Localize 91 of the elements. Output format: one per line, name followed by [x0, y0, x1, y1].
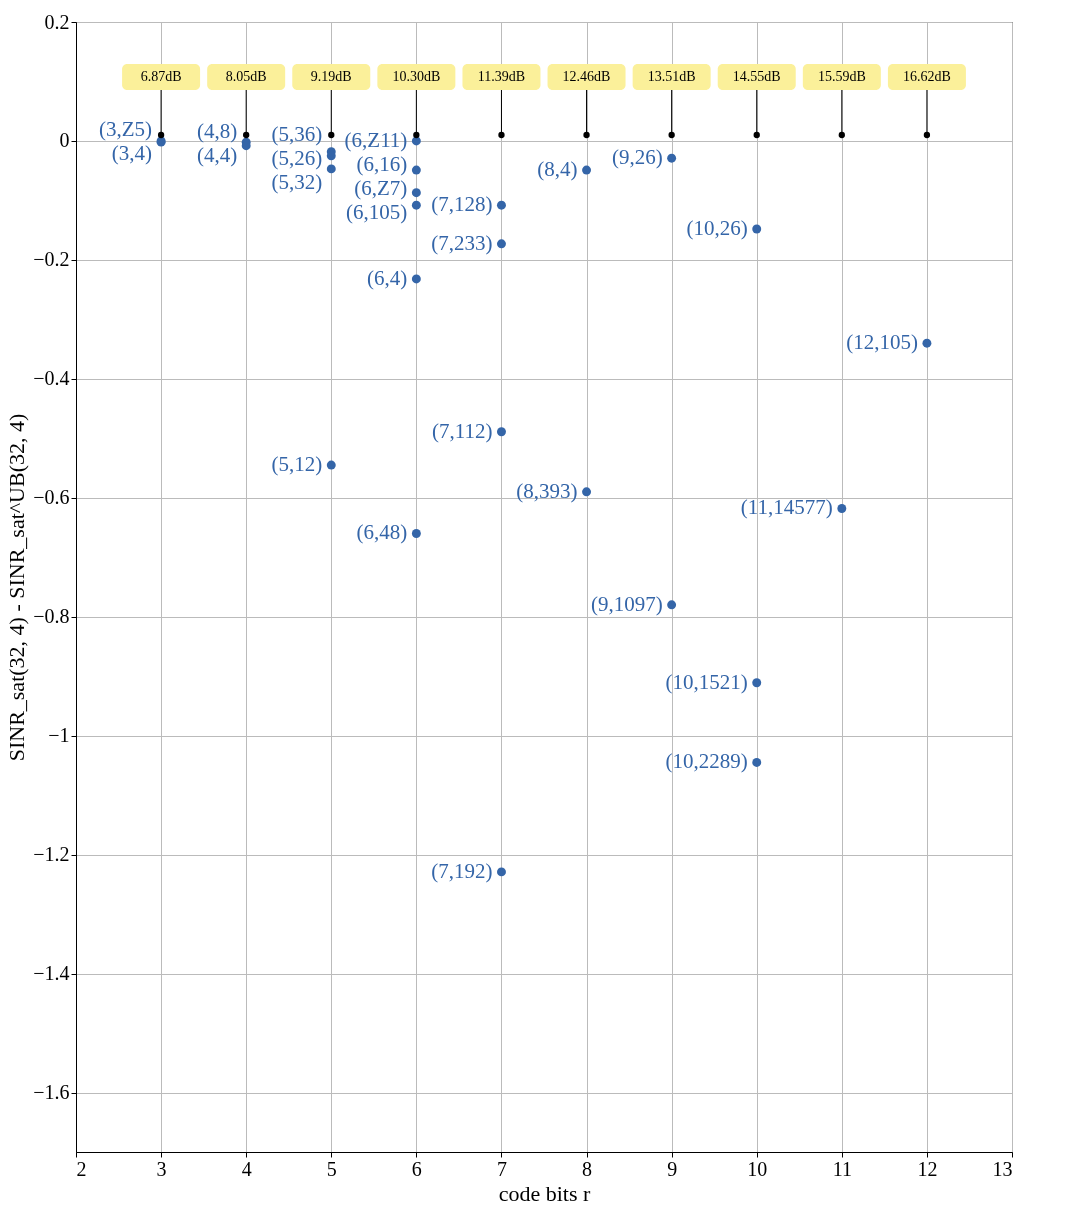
y-tick-label: −1	[48, 724, 70, 747]
y-axis-title: SINR_sat(32, 4) - SINR_sat^UB(32, 4)	[4, 413, 30, 762]
annotation: (7,112)	[431, 418, 493, 443]
y-tick-label: −1.6	[33, 1081, 70, 1104]
point	[752, 678, 762, 688]
point	[328, 131, 335, 139]
y-tick-label: −1.2	[33, 843, 70, 866]
annotation: (8,4)	[537, 157, 578, 182]
point	[668, 131, 675, 139]
annotation: 14.55dB	[732, 69, 781, 85]
annotation: (9,1097)	[590, 591, 663, 616]
x-tick-label: 10	[747, 1157, 768, 1180]
x-tick-label: 2	[76, 1157, 87, 1180]
annotation: (5,12)	[271, 452, 323, 477]
annotation: (6,48)	[356, 520, 408, 545]
point	[157, 131, 165, 139]
x-tick-label: 4	[241, 1157, 252, 1180]
point	[922, 338, 932, 348]
point	[496, 427, 506, 437]
point	[496, 239, 506, 249]
x-tick-label: 5	[326, 1157, 337, 1180]
point	[667, 153, 677, 163]
point	[838, 131, 845, 139]
annotation: (6,Z11)	[344, 127, 408, 152]
x-tick-label: 7	[496, 1157, 507, 1180]
annotation: 6.87dB	[140, 69, 182, 85]
point	[496, 200, 506, 210]
point	[411, 188, 421, 198]
annotation: 15.59dB	[817, 69, 866, 85]
point	[411, 274, 421, 284]
y-tick-label: −0.2	[33, 248, 70, 271]
annotation: 8.05dB	[225, 69, 267, 85]
x-tick-label: 13	[992, 1157, 1013, 1180]
annotation: 10.30dB	[392, 69, 441, 85]
y-tick-label: −0.6	[33, 486, 70, 509]
point	[752, 224, 762, 234]
annotation: (7,192)	[431, 858, 493, 883]
x-tick-label: 12	[917, 1157, 938, 1180]
annotation: (7,128)	[431, 192, 493, 217]
annotation: (3,4)	[111, 140, 153, 165]
point	[326, 460, 336, 470]
annotation: (7,233)	[431, 230, 493, 255]
point	[837, 504, 847, 513]
annotation: (6,Z7)	[354, 176, 408, 201]
annotation: (6,16)	[356, 152, 408, 177]
annotation: (11,14577)	[740, 495, 833, 520]
annotation: (10,2289)	[665, 749, 748, 774]
point	[582, 487, 592, 497]
x-tick-label: 9	[667, 1157, 678, 1180]
y-tick-label: 0.2	[44, 10, 70, 33]
annotation: (4,8)	[196, 118, 238, 143]
annotation: (10,26)	[686, 215, 748, 240]
annotation: 11.39dB	[477, 69, 526, 85]
x-tick-label: 8	[582, 1157, 593, 1180]
annotation: (4,4)	[196, 142, 238, 167]
annotation: (5,26)	[271, 145, 323, 170]
point	[411, 200, 421, 210]
y-tick-label: −0.4	[33, 367, 70, 390]
annotation: (8,393)	[516, 478, 578, 503]
annotation: (5,36)	[271, 121, 323, 146]
point	[243, 131, 250, 139]
annotation: (12,105)	[846, 330, 918, 355]
annotation: 9.19dB	[310, 69, 352, 85]
point	[923, 131, 931, 139]
y-tick-label: −0.8	[33, 605, 70, 628]
annotation: (9,26)	[611, 145, 663, 170]
point	[752, 757, 762, 767]
point	[496, 867, 506, 877]
point	[583, 131, 590, 139]
x-tick-label: 3	[156, 1157, 167, 1180]
annotation: 13.51dB	[647, 69, 696, 85]
annotation: 16.62dB	[902, 69, 951, 85]
x-axis-title: code bits r	[498, 1180, 591, 1206]
annotation: (3,Z5)	[99, 116, 153, 141]
y-tick-label: −1.4	[33, 962, 70, 985]
point	[411, 165, 421, 175]
point	[326, 164, 336, 174]
annotation: (10,1521)	[665, 669, 748, 694]
y-tick-label: 0	[59, 129, 70, 152]
annotation: (5,32)	[271, 169, 323, 194]
point	[413, 131, 420, 139]
annotation: (6,105)	[346, 200, 408, 225]
annotation: 12.46dB	[562, 69, 611, 85]
point	[582, 165, 592, 175]
point	[411, 529, 421, 538]
x-tick-label: 11	[832, 1157, 852, 1180]
annotation: (6,4)	[367, 265, 408, 290]
point	[498, 131, 505, 139]
point	[667, 600, 677, 610]
point	[753, 131, 760, 139]
x-tick-label: 6	[411, 1157, 422, 1180]
